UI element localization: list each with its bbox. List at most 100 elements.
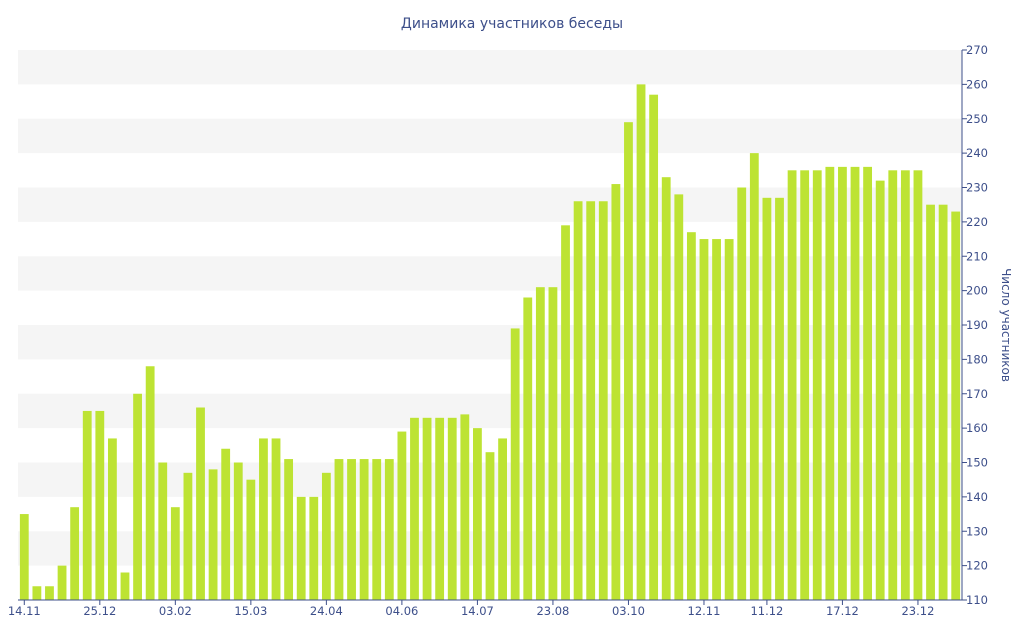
bar bbox=[686, 232, 696, 600]
bar bbox=[863, 166, 873, 600]
y-tick-label: 230 bbox=[966, 181, 988, 195]
y-tick-label: 200 bbox=[966, 284, 988, 298]
bar bbox=[913, 170, 923, 600]
bar bbox=[926, 204, 935, 600]
grid-band bbox=[18, 118, 962, 154]
y-tick-label: 210 bbox=[966, 249, 988, 263]
bar bbox=[787, 170, 797, 600]
bar bbox=[573, 201, 583, 600]
bar bbox=[561, 225, 570, 600]
x-axis-ticks: 14.11 25.12 03.02 15.03 24.04 04.06 14.07 23.08… bbox=[8, 600, 934, 618]
bar bbox=[762, 197, 772, 600]
bar bbox=[271, 438, 281, 600]
bar bbox=[410, 417, 419, 600]
y-tick-label: 240 bbox=[966, 146, 988, 160]
bar bbox=[208, 469, 218, 600]
y-tick-label: 160 bbox=[966, 421, 988, 435]
x-tick-label: 04.06 bbox=[385, 604, 418, 618]
bar bbox=[510, 328, 520, 600]
bar bbox=[749, 153, 759, 600]
bar bbox=[724, 239, 734, 600]
bar bbox=[661, 177, 671, 600]
bar bbox=[875, 180, 885, 600]
y-tick-label: 250 bbox=[966, 112, 988, 126]
bar bbox=[309, 496, 319, 600]
bar bbox=[95, 410, 105, 600]
bar bbox=[938, 204, 948, 600]
bar bbox=[611, 184, 621, 600]
x-tick-label: 14.07 bbox=[461, 604, 494, 618]
x-tick-label: 15.03 bbox=[234, 604, 267, 618]
y-tick-label: 190 bbox=[966, 318, 988, 332]
bar bbox=[145, 366, 155, 600]
bar bbox=[800, 170, 810, 600]
bar bbox=[221, 448, 231, 600]
y-tick-label: 170 bbox=[966, 387, 988, 401]
bar bbox=[674, 194, 684, 600]
bar bbox=[133, 393, 142, 600]
bar bbox=[422, 417, 432, 600]
y-tick-label: 220 bbox=[966, 215, 988, 229]
y-tick-label: 130 bbox=[966, 524, 988, 538]
bar bbox=[246, 479, 256, 600]
bar bbox=[359, 459, 369, 600]
bar bbox=[498, 438, 507, 600]
bar bbox=[259, 438, 268, 600]
x-tick-label: 23.08 bbox=[536, 604, 569, 618]
bar bbox=[196, 407, 205, 600]
y-tick-label: 140 bbox=[966, 490, 988, 504]
y-axis-ticks: 110 120 130 140 150 160 170 180 190 200 210 220 230 2… bbox=[962, 43, 988, 607]
chart-title: Динамика участников беседы bbox=[401, 16, 623, 32]
bar bbox=[951, 211, 961, 600]
bar bbox=[284, 459, 294, 600]
bar bbox=[523, 297, 533, 600]
bar bbox=[649, 94, 659, 600]
bar bbox=[447, 417, 457, 600]
y-tick-label: 270 bbox=[966, 43, 988, 57]
bar bbox=[624, 122, 633, 600]
bar bbox=[838, 166, 847, 600]
bar bbox=[70, 507, 80, 600]
y-tick-label: 120 bbox=[966, 559, 988, 573]
bar bbox=[120, 572, 130, 600]
bar bbox=[435, 417, 445, 600]
bar bbox=[32, 586, 42, 600]
bar bbox=[183, 472, 193, 600]
bar bbox=[334, 459, 344, 600]
bar bbox=[888, 170, 898, 600]
bar bbox=[107, 438, 117, 600]
x-tick-label: 03.10 bbox=[612, 604, 645, 618]
bar bbox=[233, 462, 243, 600]
bar bbox=[812, 170, 822, 600]
x-tick-label: 17.12 bbox=[826, 604, 859, 618]
bar bbox=[384, 459, 394, 600]
bar bbox=[636, 84, 646, 600]
y-tick-label: 110 bbox=[966, 593, 988, 607]
y-tick-label: 150 bbox=[966, 456, 988, 470]
x-tick-label: 25.12 bbox=[83, 604, 116, 618]
bar bbox=[347, 459, 356, 600]
bar bbox=[535, 287, 545, 600]
bar bbox=[548, 287, 558, 600]
x-tick-label: 11.12 bbox=[750, 604, 783, 618]
bar bbox=[296, 496, 306, 600]
bar bbox=[586, 201, 596, 600]
grid-band bbox=[18, 50, 962, 85]
x-tick-label: 03.02 bbox=[159, 604, 192, 618]
y-tick-label: 260 bbox=[966, 77, 988, 91]
x-tick-label: 12.11 bbox=[688, 604, 721, 618]
bar bbox=[473, 428, 482, 600]
bar bbox=[825, 166, 835, 600]
bar bbox=[321, 472, 331, 600]
bar bbox=[900, 170, 910, 600]
bars bbox=[19, 84, 961, 600]
bar bbox=[397, 431, 407, 600]
bar bbox=[699, 239, 709, 600]
y-tick-label: 180 bbox=[966, 352, 988, 366]
bar bbox=[170, 507, 180, 600]
bar bbox=[850, 166, 860, 600]
y-axis-label: Число участников bbox=[999, 268, 1013, 382]
bar bbox=[372, 459, 382, 600]
bar bbox=[57, 565, 67, 600]
